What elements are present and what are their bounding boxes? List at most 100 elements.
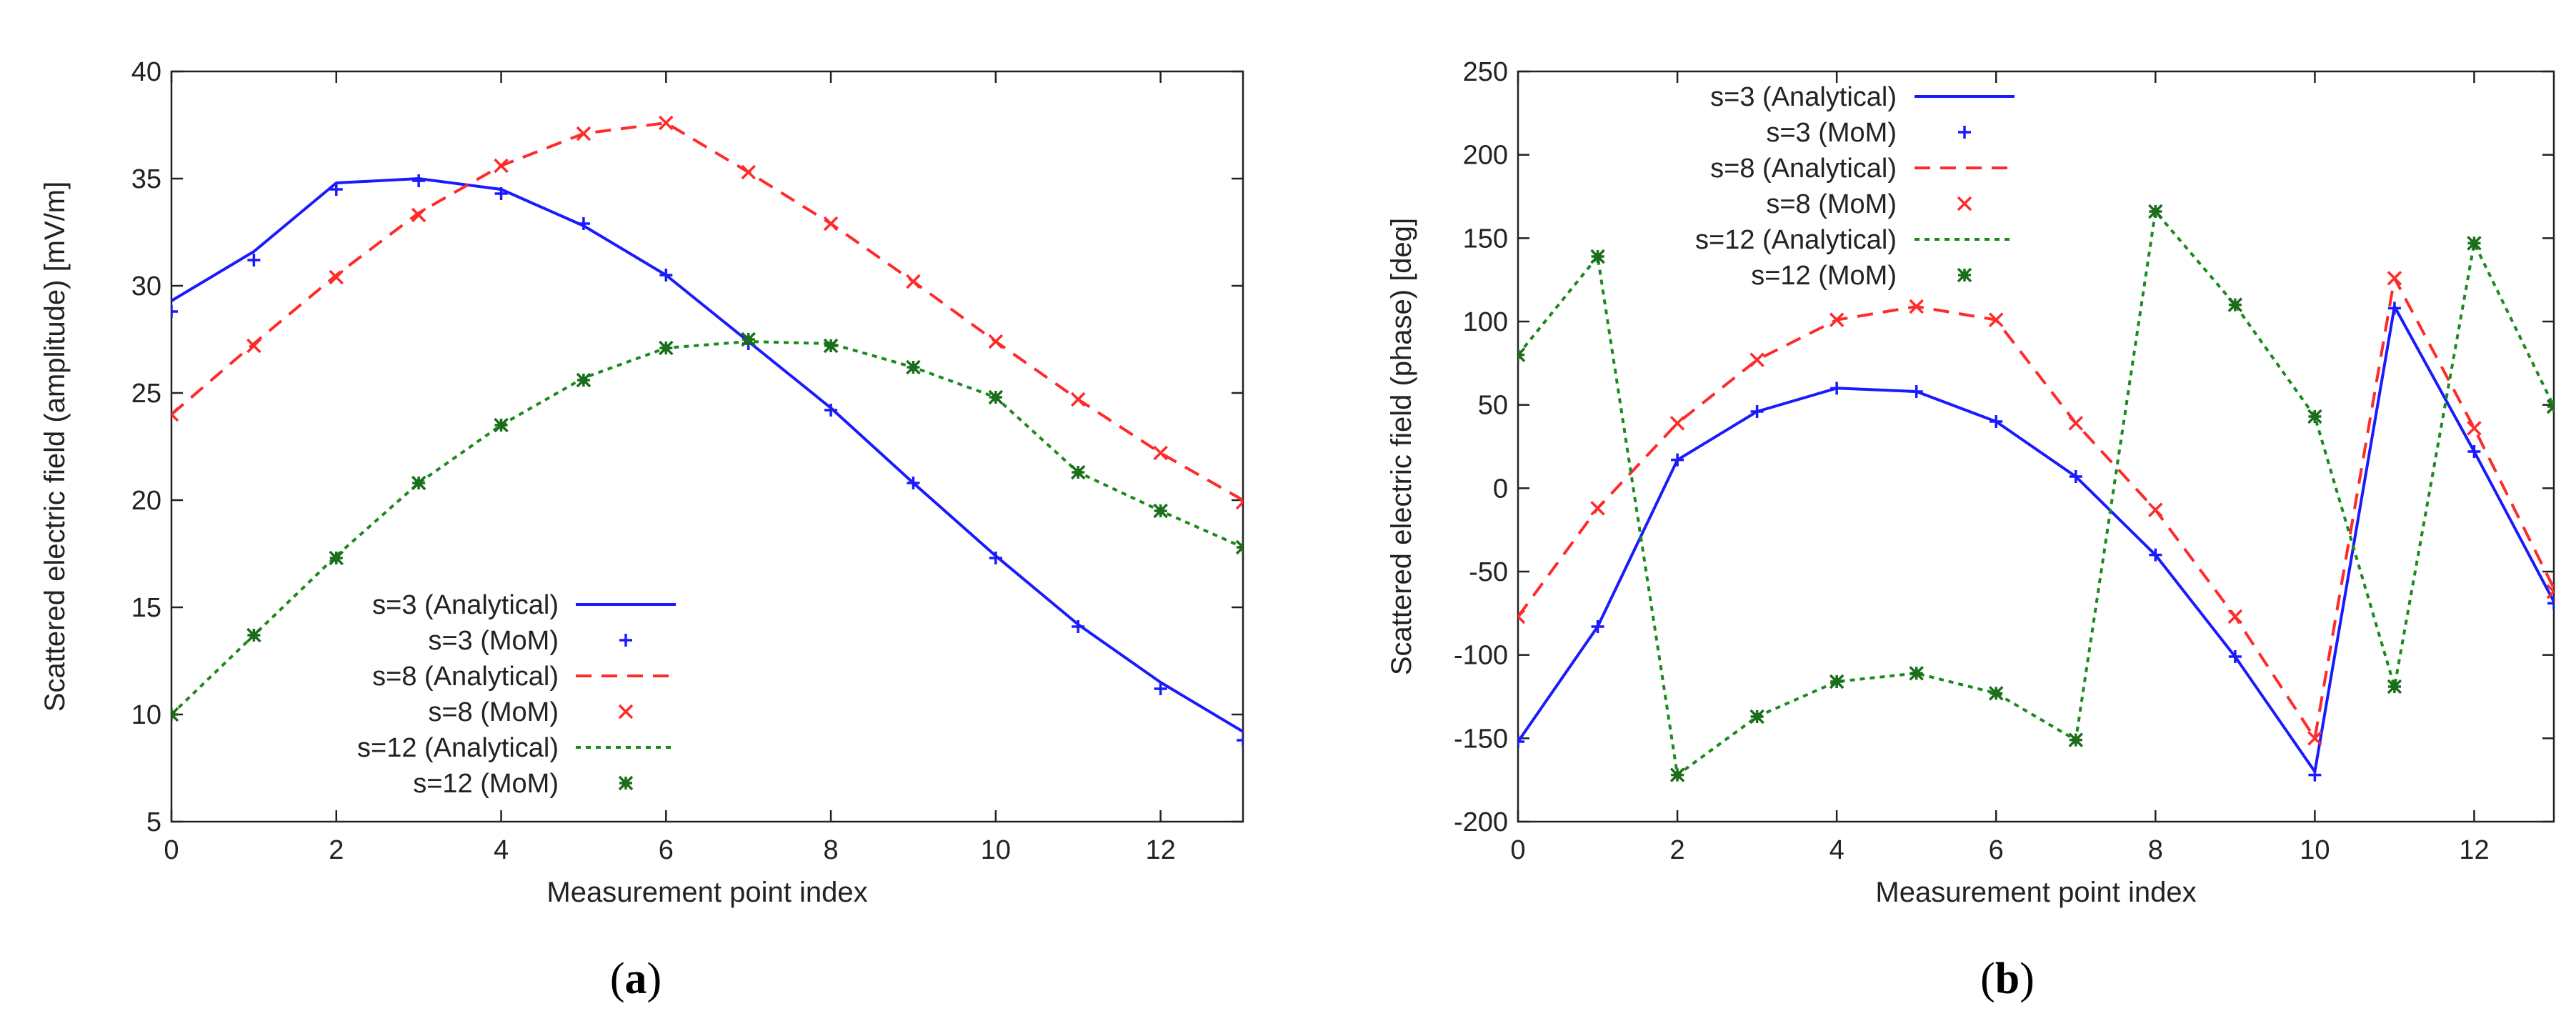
y-tick-label: 5 [146, 807, 161, 837]
data-point-s-8-mom [1153, 445, 1168, 461]
data-point-s-8-mom [329, 269, 344, 285]
data-point-s-12-mom [659, 340, 674, 356]
data-point-s-8-mom [2307, 731, 2322, 746]
data-point-s-12-mom [576, 372, 591, 388]
series-line-s-3-analytical [171, 177, 1243, 733]
data-point-s-12-mom [823, 338, 839, 354]
data-point-s-12-mom [1070, 464, 1086, 480]
legend-label-s-3-analytical: s=3 (Analytical) [1710, 82, 1897, 112]
plot-frame [170, 70, 1244, 823]
data-point-s-3-mom [824, 404, 838, 417]
data-point-s-3-mom [1990, 415, 2003, 428]
legend-label-s-12-mom: s=12 (MoM) [1751, 261, 1897, 291]
y-tick-label: 35 [131, 164, 161, 194]
data-point-s-12-mom [2227, 297, 2243, 312]
y-tick-label: 250 [1463, 57, 1508, 87]
legend-label-s-8-mom: s=8 (MoM) [428, 697, 559, 727]
data-point-s-8-mom [1749, 352, 1764, 367]
data-point-s-12-mom [1829, 674, 1844, 689]
legend: s=3 (Analytical) s=3 (MoM) s=8 (Analytical… [1695, 82, 2015, 291]
data-point-s-8-mom [823, 216, 839, 231]
data-point-s-12-mom [1235, 539, 1243, 555]
chart-panel-b: 0 2 4 6 8 10 12 -200 -150 -100 -50 0 50 100 150 200 250 M… [1386, 57, 2555, 908]
data-point-s-12-mom [411, 475, 426, 491]
legend-label-s-3-mom: s=3 (MoM) [1766, 118, 1897, 148]
x-tick-label: 0 [164, 835, 179, 865]
y-tick-label: 30 [131, 272, 161, 302]
data-point-s-3-mom [1072, 620, 1085, 633]
legend-swatch-s-8-mom [618, 704, 634, 719]
data-point-s-3-mom [1671, 453, 1684, 467]
y-tick-label: 150 [1463, 224, 1508, 254]
legend-label-s-12-analytical: s=12 (Analytical) [357, 733, 559, 763]
x-tick-label: 10 [2300, 835, 2330, 865]
legend-label-s-12-mom: s=12 (MoM) [413, 769, 559, 799]
data-point-s-8-mom [2467, 421, 2482, 436]
data-point-s-8-mom [576, 126, 591, 141]
data-point-s-3-mom [171, 305, 178, 318]
data-point-s-8-mom [1235, 494, 1243, 510]
chart-panel-a: 0 2 4 6 8 10 12 5 10 15 20 25 30 35 40 Measurement poin… [39, 57, 1244, 908]
x-tick-label: 2 [329, 835, 344, 865]
data-point-s-12-mom [1669, 767, 1685, 782]
y-tick-label: 0 [1493, 474, 1508, 504]
data-point-s-8-mom [2227, 609, 2243, 624]
data-point-s-8-mom [1988, 312, 2004, 327]
data-point-s-3-mom [494, 187, 508, 200]
data-point-s-12-mom [2307, 409, 2322, 424]
legend-swatch-s-12-mom [1957, 267, 1972, 283]
legend: s=3 (Analytical) s=3 (MoM) s=8 (Analytical… [357, 590, 676, 799]
panel-label-a: (a) [610, 955, 662, 1003]
x-tick-label: 12 [1145, 835, 1175, 865]
x-tick-label: 10 [981, 835, 1011, 865]
data-point-s-8-mom [659, 115, 674, 131]
y-tick-label: 10 [131, 700, 161, 730]
legend-swatch-s-3-mom [1958, 126, 1971, 139]
series-line-s-8-analytical [1518, 277, 2554, 740]
panel-label-b: (b) [1980, 955, 2035, 1003]
data-point-s-8-mom [1518, 609, 1526, 624]
x-tick-label: 6 [1989, 835, 2004, 865]
y-tick-label: 20 [131, 486, 161, 516]
x-tick-label: 0 [1510, 835, 1525, 865]
y-tick-label: 25 [131, 379, 161, 409]
data-point-s-12-mom [494, 417, 509, 433]
y-axis-title: Scattered electric field (amplitude) [mV… [39, 181, 71, 712]
data-point-s-3-mom [1591, 620, 1604, 633]
data-point-s-12-mom [2387, 679, 2402, 694]
data-point-s-3-mom [412, 174, 426, 187]
series-line-s-12-analytical [171, 340, 1243, 716]
y-tick-label: 15 [131, 593, 161, 623]
data-point-s-12-mom [1590, 249, 1605, 264]
legend-label-s-8-analytical: s=8 (Analytical) [372, 662, 559, 692]
data-point-s-8-mom [2546, 584, 2554, 599]
data-point-s-3-mom [1154, 682, 1167, 695]
data-point-s-8-mom [1590, 501, 1605, 516]
x-tick-label: 2 [1670, 835, 1685, 865]
data-point-s-8-mom [171, 407, 179, 422]
data-point-s-12-mom [1749, 709, 1764, 724]
data-point-s-8-mom [988, 334, 1004, 349]
series-line-s-12-analytical [1518, 210, 2554, 777]
x-tick-label: 4 [494, 835, 509, 865]
data-point-s-12-mom [1909, 666, 1924, 681]
data-point-s-8-mom [1669, 416, 1685, 431]
data-point-s-3-mom [329, 183, 343, 196]
legend-label-s-3-analytical: s=3 (Analytical) [372, 590, 559, 620]
data-point-s-8-mom [2068, 416, 2084, 431]
y-tick-label: 50 [1478, 391, 1508, 421]
x-tick-label: 12 [2459, 835, 2489, 865]
y-tick-label: 40 [131, 57, 161, 87]
data-point-s-12-mom [171, 707, 179, 722]
data-point-s-3-mom [247, 254, 261, 267]
legend-label-s-3-mom: s=3 (MoM) [428, 626, 559, 656]
y-tick-label: 100 [1463, 307, 1508, 337]
legend-swatch-s-8-mom [1957, 196, 1972, 211]
data-point-s-8-mom [1909, 299, 1924, 314]
x-tick-label: 8 [2148, 835, 2163, 865]
data-point-s-3-mom [989, 552, 1002, 564]
y-tick-label: -200 [1454, 807, 1508, 837]
legend-label-s-8-analytical: s=8 (Analytical) [1710, 154, 1897, 184]
data-point-s-8-mom [246, 338, 261, 354]
